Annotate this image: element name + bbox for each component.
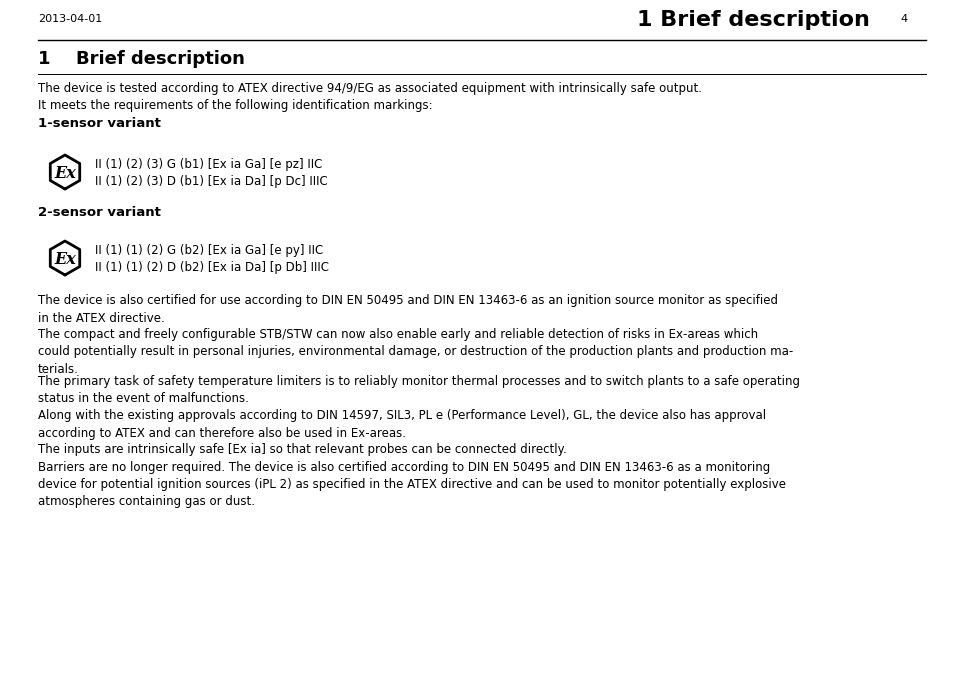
- Text: The compact and freely configurable STB/STW can now also enable early and reliab: The compact and freely configurable STB/…: [38, 328, 792, 376]
- Text: 2013-04-01: 2013-04-01: [38, 14, 102, 24]
- Text: II (1) (1) (2) G (b2) [Ex ia Ga] [e py] IIC: II (1) (1) (2) G (b2) [Ex ia Ga] [e py] …: [95, 244, 323, 257]
- Text: The device is also certified for use according to DIN EN 50495 and DIN EN 13463-: The device is also certified for use acc…: [38, 294, 778, 324]
- Text: II (1) (1) (2) D (b2) [Ex ia Da] [p Db] IIIC: II (1) (1) (2) D (b2) [Ex ia Da] [p Db] …: [95, 261, 329, 274]
- Text: The primary task of safety temperature limiters is to reliably monitor thermal p: The primary task of safety temperature l…: [38, 375, 800, 406]
- Text: 1-sensor variant: 1-sensor variant: [38, 117, 161, 130]
- Text: 1 Brief description: 1 Brief description: [637, 10, 869, 30]
- Text: II (1) (2) (3) G (b1) [Ex ia Ga] [e pz] IIC: II (1) (2) (3) G (b1) [Ex ia Ga] [e pz] …: [95, 158, 322, 171]
- Text: The device is tested according to ATEX directive 94/9/EG as associated equipment: The device is tested according to ATEX d…: [38, 82, 701, 112]
- Text: Brief description: Brief description: [76, 50, 245, 68]
- Text: Ex: Ex: [54, 165, 76, 181]
- Text: 4: 4: [899, 14, 906, 24]
- Text: The inputs are intrinsically safe [Ex ia] so that relevant probes can be connect: The inputs are intrinsically safe [Ex ia…: [38, 443, 785, 508]
- Text: Along with the existing approvals according to DIN 14597, SIL3, PL e (Performanc: Along with the existing approvals accord…: [38, 409, 765, 439]
- Text: Ex: Ex: [54, 250, 76, 267]
- Text: 1: 1: [38, 50, 51, 68]
- Text: II (1) (2) (3) D (b1) [Ex ia Da] [p Dc] IIIC: II (1) (2) (3) D (b1) [Ex ia Da] [p Dc] …: [95, 175, 328, 188]
- Text: 2-sensor variant: 2-sensor variant: [38, 206, 161, 219]
